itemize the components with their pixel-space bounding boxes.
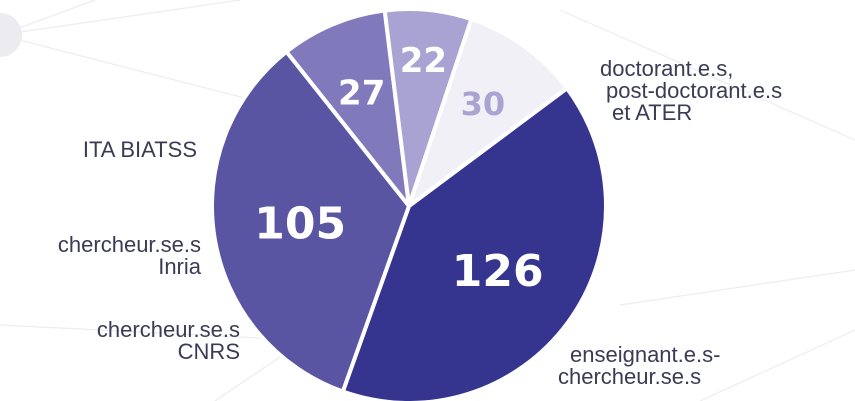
pie-value-label-inria: 22 [400, 41, 447, 81]
slice-label-cnrs: chercheur.se.s CNRS [97, 319, 240, 363]
label-line: Inria [158, 254, 201, 279]
label-line: ITA BIATSS [82, 137, 197, 162]
label-line: chercheur.se.s [558, 364, 702, 389]
label-line: post-doctorant.e.s [606, 78, 783, 103]
slice-label-enseignants: enseignant.e.s- chercheur.se.s [558, 344, 720, 388]
label-line: CNRS [177, 339, 240, 364]
label-line: enseignant.e.s- [570, 342, 721, 367]
pie-slice-enseignants [210, 49, 411, 394]
pie-slice-cnrs [284, 8, 411, 208]
pie-value-label-ita-biatss: 30 [461, 85, 506, 123]
pie-slice-doctorants [340, 86, 608, 401]
pie-value-label-cnrs: 27 [338, 73, 385, 113]
pie-value-label-doctorants: 126 [452, 246, 544, 297]
label-line: chercheur.se.s [96, 317, 240, 342]
label-line: et ATER [612, 100, 693, 125]
slice-label-ita-biatss: ITA BIATSS [83, 139, 197, 161]
label-line: chercheur.se.s [57, 232, 201, 257]
slice-label-inria: chercheur.se.s Inria [58, 234, 201, 278]
pie-slice-ita-biatss [407, 17, 569, 208]
label-line: doctorant.e.s, [600, 56, 734, 81]
pie-value-label-enseignants: 105 [254, 199, 346, 250]
slice-label-doctorants: doctorant.e.s, post-doctorant.e.s et ATE… [600, 58, 782, 124]
